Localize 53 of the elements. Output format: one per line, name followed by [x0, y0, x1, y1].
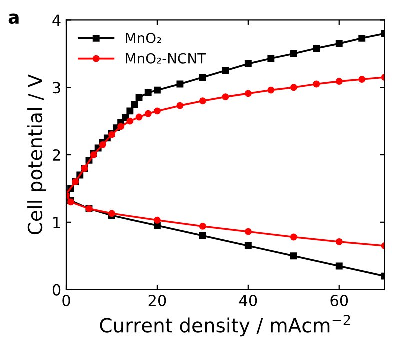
x-tick-label: 0: [62, 294, 70, 307]
point: [222, 67, 230, 74]
point: [244, 242, 252, 250]
point: [199, 222, 206, 230]
y-axis-title: Cell potential / V: [28, 74, 46, 235]
x-tick-label: 60: [330, 294, 348, 307]
point: [313, 45, 320, 52]
point: [336, 262, 343, 270]
point: [244, 90, 252, 98]
point: [176, 80, 184, 88]
point: [118, 123, 125, 130]
point: [336, 78, 343, 86]
point: [268, 55, 275, 62]
point: [290, 84, 298, 92]
point: [336, 238, 343, 246]
point: [122, 114, 130, 122]
y-tick-label: 4: [52, 14, 61, 26]
point: [222, 94, 230, 101]
y-tick-label: 2: [53, 149, 60, 161]
point: [199, 74, 206, 81]
point: [290, 50, 298, 58]
x-axis-title: Current density / mAcm$^{−2}$: [100, 315, 350, 337]
point: [268, 86, 275, 94]
x-tick-label: 40: [239, 294, 258, 307]
point: [144, 90, 152, 96]
point: [126, 118, 134, 125]
point: [154, 216, 161, 224]
point: [144, 110, 152, 118]
point: [154, 222, 161, 230]
point: [131, 100, 138, 108]
point: [244, 228, 252, 236]
legend-label: MnO₂-NCNT: [126, 53, 206, 64]
y-tick-label: 1: [54, 217, 60, 228]
point: [176, 102, 184, 110]
point: [136, 114, 143, 121]
point: [336, 40, 343, 48]
point: [126, 108, 134, 115]
point: [313, 80, 320, 88]
point: [154, 86, 161, 94]
text: a: [8, 14, 19, 24]
point: [290, 234, 298, 241]
x-tick-label: 20: [148, 294, 166, 307]
y-tick-label: 3: [53, 82, 60, 94]
y-tick-label: 0: [52, 284, 61, 296]
point: [290, 252, 298, 260]
point: [136, 94, 143, 102]
legend-label: MnO₂: [126, 32, 162, 44]
point: [244, 60, 252, 68]
point: [358, 76, 366, 84]
point: [358, 34, 366, 42]
point: [199, 98, 206, 105]
point: [154, 108, 161, 115]
point: [199, 232, 206, 240]
